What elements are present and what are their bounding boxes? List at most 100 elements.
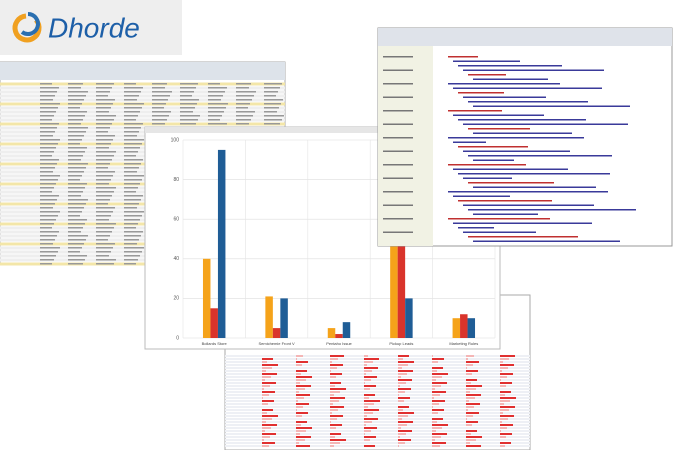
cell-bar: [262, 412, 267, 414]
cell-text: [208, 103, 228, 105]
cell-bar: [364, 412, 373, 414]
cell-text: [96, 231, 112, 233]
cell-bar: [364, 361, 373, 363]
cell-bar: [262, 439, 264, 441]
cell-bar: [296, 403, 309, 405]
cell-bar: [330, 421, 331, 423]
cell-text: [124, 211, 144, 213]
cell-bar: [432, 397, 434, 399]
cell-bar: [432, 388, 435, 390]
code-window: [377, 27, 673, 247]
cell-bar: [466, 385, 482, 387]
bar: [272, 328, 281, 338]
cell-bar: [262, 400, 274, 402]
cell-text: [180, 87, 196, 89]
cell-bar: [330, 385, 335, 387]
cell-bar: [330, 370, 331, 372]
cell-bar: [500, 400, 510, 402]
cell-bar: [432, 385, 441, 387]
cell-bar: [296, 430, 306, 432]
cell-bar: [398, 373, 407, 375]
cell-text: [208, 107, 226, 109]
cell-text: [152, 111, 171, 113]
cell-text: [124, 247, 144, 249]
cell-bar: [500, 442, 511, 444]
cell-text: [40, 203, 55, 205]
cell-text: [40, 243, 53, 245]
x-tick-label: Semichemie Front V: [258, 341, 295, 346]
cell-bar: [432, 406, 433, 408]
cell-text: [96, 159, 112, 161]
cell-bar: [466, 364, 473, 366]
cell-bar: [432, 418, 443, 420]
cell-text: [124, 259, 138, 261]
cell-text: [68, 127, 88, 129]
cell-bar: [364, 370, 372, 372]
cell-text: [40, 263, 52, 265]
cell-text: [96, 175, 113, 177]
bar: [342, 322, 351, 338]
cell-text: [68, 159, 81, 161]
cell-bar: [330, 436, 335, 438]
cell-text: [152, 91, 172, 93]
cell-bar: [398, 388, 411, 390]
cell-text: [68, 251, 80, 253]
cell-bar: [262, 394, 269, 396]
cell-bar: [432, 379, 436, 381]
cell-text: [124, 215, 142, 217]
cell-text: [68, 139, 82, 141]
code-line: [468, 182, 554, 184]
cell-bar: [466, 391, 470, 393]
code-line: [473, 105, 630, 107]
cell-text: [96, 259, 116, 261]
bar: [405, 298, 413, 338]
cell-text: [96, 139, 113, 141]
cell-bar: [262, 415, 278, 417]
cell-bar: [262, 421, 266, 423]
cell-bar: [262, 385, 270, 387]
cell-bar: [466, 415, 473, 417]
cell-text: [96, 119, 114, 121]
cell-text: [40, 95, 55, 97]
cell-bar: [330, 382, 341, 384]
cell-bar: [262, 361, 267, 363]
cell-bar: [330, 355, 344, 357]
cell-bar: [364, 373, 366, 375]
cell-text: [40, 91, 57, 93]
cell-bar: [398, 397, 410, 399]
cell-text: [208, 123, 227, 125]
cell-bar: [330, 412, 332, 414]
y-tick-label: 100: [171, 137, 180, 143]
cell-text: [236, 107, 248, 109]
cell-text: [40, 179, 58, 181]
cell-text: [152, 103, 166, 105]
code-line: [463, 204, 594, 206]
cell-text: [264, 103, 281, 105]
cell-text: [124, 231, 143, 233]
cell-text: [152, 95, 170, 97]
cell-text: [68, 103, 82, 105]
cell-bar: [296, 436, 311, 438]
cell-bar: [296, 400, 298, 402]
cell-text: [264, 107, 279, 109]
cell-text: [96, 191, 114, 193]
cell-bar: [330, 439, 346, 441]
cell-bar: [432, 409, 444, 411]
code-line: [448, 83, 560, 85]
cell-bar: [330, 391, 340, 393]
cell-bar: [364, 400, 380, 402]
cell-bar: [466, 370, 478, 372]
cell-text: [40, 159, 59, 161]
cell-text: [96, 131, 108, 133]
cell-bar: [500, 415, 514, 417]
cell-text: [208, 119, 220, 121]
code-line: [453, 114, 544, 116]
cell-text: [40, 155, 52, 157]
cell-text: [68, 147, 87, 149]
cell-bar: [330, 376, 336, 378]
cell-bar: [432, 436, 441, 438]
cell-bar: [466, 403, 480, 405]
x-tick-label: Pentaho Issue: [326, 341, 352, 346]
cell-text: [68, 231, 81, 233]
code-line: [468, 209, 636, 211]
